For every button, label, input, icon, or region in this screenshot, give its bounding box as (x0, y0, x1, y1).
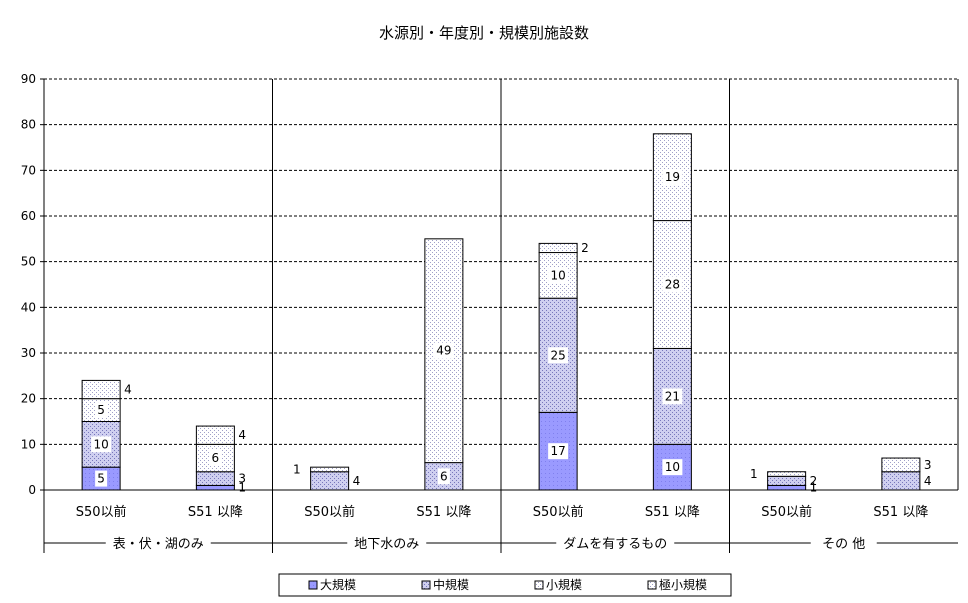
data-label-bg (662, 169, 683, 186)
bar-segment (881, 471, 921, 491)
data-label: 4 (353, 474, 361, 488)
data-label: 5 (97, 472, 105, 486)
data-label: 1 (238, 481, 246, 495)
data-label: 2 (581, 241, 589, 255)
legend-label: 中規模 (433, 577, 469, 592)
y-axis: 0 10 20 30 40 50 60 70 80 90 (21, 72, 45, 497)
data-label: 28 (665, 278, 680, 292)
data-label: 10 (93, 437, 108, 451)
bar-segment (881, 457, 921, 473)
data-label-bg (209, 450, 222, 467)
legend-label: 極小規模 (659, 577, 707, 592)
legend-label: 小規模 (546, 577, 582, 592)
legend-swatch (647, 580, 657, 590)
data-label-bg (437, 468, 450, 485)
data-label: 49 (436, 344, 451, 358)
bar-segment (195, 425, 235, 445)
bar-segment (767, 471, 807, 477)
data-label: 3 (924, 458, 932, 472)
data-label: 21 (665, 389, 680, 403)
group-label: ダムを有するもの (563, 537, 667, 552)
data-label: 25 (550, 348, 565, 362)
data-label-bg (548, 347, 569, 364)
data-label: 4 (238, 428, 246, 442)
category-label: S51 以降 (873, 505, 928, 520)
category-label: S50以前 (761, 504, 812, 520)
data-label: 10 (550, 268, 565, 282)
y-tick-label: 60 (21, 209, 36, 223)
bar-segment (310, 471, 350, 491)
bar-segment (81, 379, 121, 400)
data-label-bg (548, 443, 569, 460)
group-label: その 他 (822, 537, 865, 552)
category-label: S51 以降 (188, 505, 243, 520)
data-label-bg (662, 388, 683, 405)
y-tick-label: 80 (21, 118, 36, 132)
data-label-bg (548, 267, 569, 284)
category-label: S50以前 (533, 504, 584, 520)
data-label-bg (662, 459, 683, 476)
legend: 大規模 中規模 小規模 極小規模 (278, 573, 732, 597)
category-label: S51 以降 (645, 505, 700, 520)
data-label-bg (95, 402, 108, 419)
x-axis: S50以前 S51 以降 S50以前 S51 以降 S50以前 S51 以降 S50以前 S5… (43, 79, 959, 553)
data-label: 4 (924, 474, 932, 488)
data-label-bg (433, 342, 454, 359)
data-label: 3 (238, 472, 246, 486)
category-label: S50以前 (76, 504, 127, 520)
data-label: 10 (665, 460, 680, 474)
legend-box (278, 573, 732, 597)
y-tick-label: 50 (21, 255, 36, 269)
data-label-bg (662, 276, 683, 293)
data-label: 1 (750, 467, 758, 481)
bar-segment (767, 475, 807, 486)
data-label: 1 (810, 481, 818, 495)
data-label: 4 (124, 383, 132, 397)
y-tick-label: 70 (21, 163, 36, 177)
data-label: 5 (97, 403, 105, 417)
category-label: S50以前 (304, 504, 355, 520)
chart-title: 水源別・年度別・規模別施設数 (379, 24, 589, 42)
y-tick-label: 40 (21, 300, 36, 314)
bar-segment (195, 471, 235, 486)
legend-swatch (534, 580, 544, 590)
data-label: 19 (665, 170, 680, 184)
group-label: 表・伏・湖のみ (113, 537, 204, 552)
bar-segment (767, 484, 807, 491)
bar-segment (310, 466, 350, 473)
data-label: 6 (440, 469, 448, 483)
y-tick-label: 30 (21, 346, 36, 360)
data-label-bg (95, 470, 108, 487)
y-tick-label: 0 (28, 483, 36, 497)
y-tick-label: 10 (21, 437, 36, 451)
data-label: 6 (212, 451, 220, 465)
data-label: 1 (293, 462, 301, 476)
y-tick-label: 20 (21, 392, 36, 406)
group-label: 地下水のみ (354, 537, 419, 552)
legend-swatch (308, 580, 318, 590)
data-label: 2 (810, 474, 818, 488)
data-label-bg (91, 436, 112, 453)
legend-swatch (421, 580, 431, 590)
y-tick-label: 90 (21, 72, 36, 86)
bar-segment (195, 484, 235, 491)
category-label: S51 以降 (416, 505, 471, 520)
legend-label: 大規模 (320, 577, 356, 592)
bar-segment (538, 242, 578, 254)
data-label: 17 (550, 444, 565, 458)
